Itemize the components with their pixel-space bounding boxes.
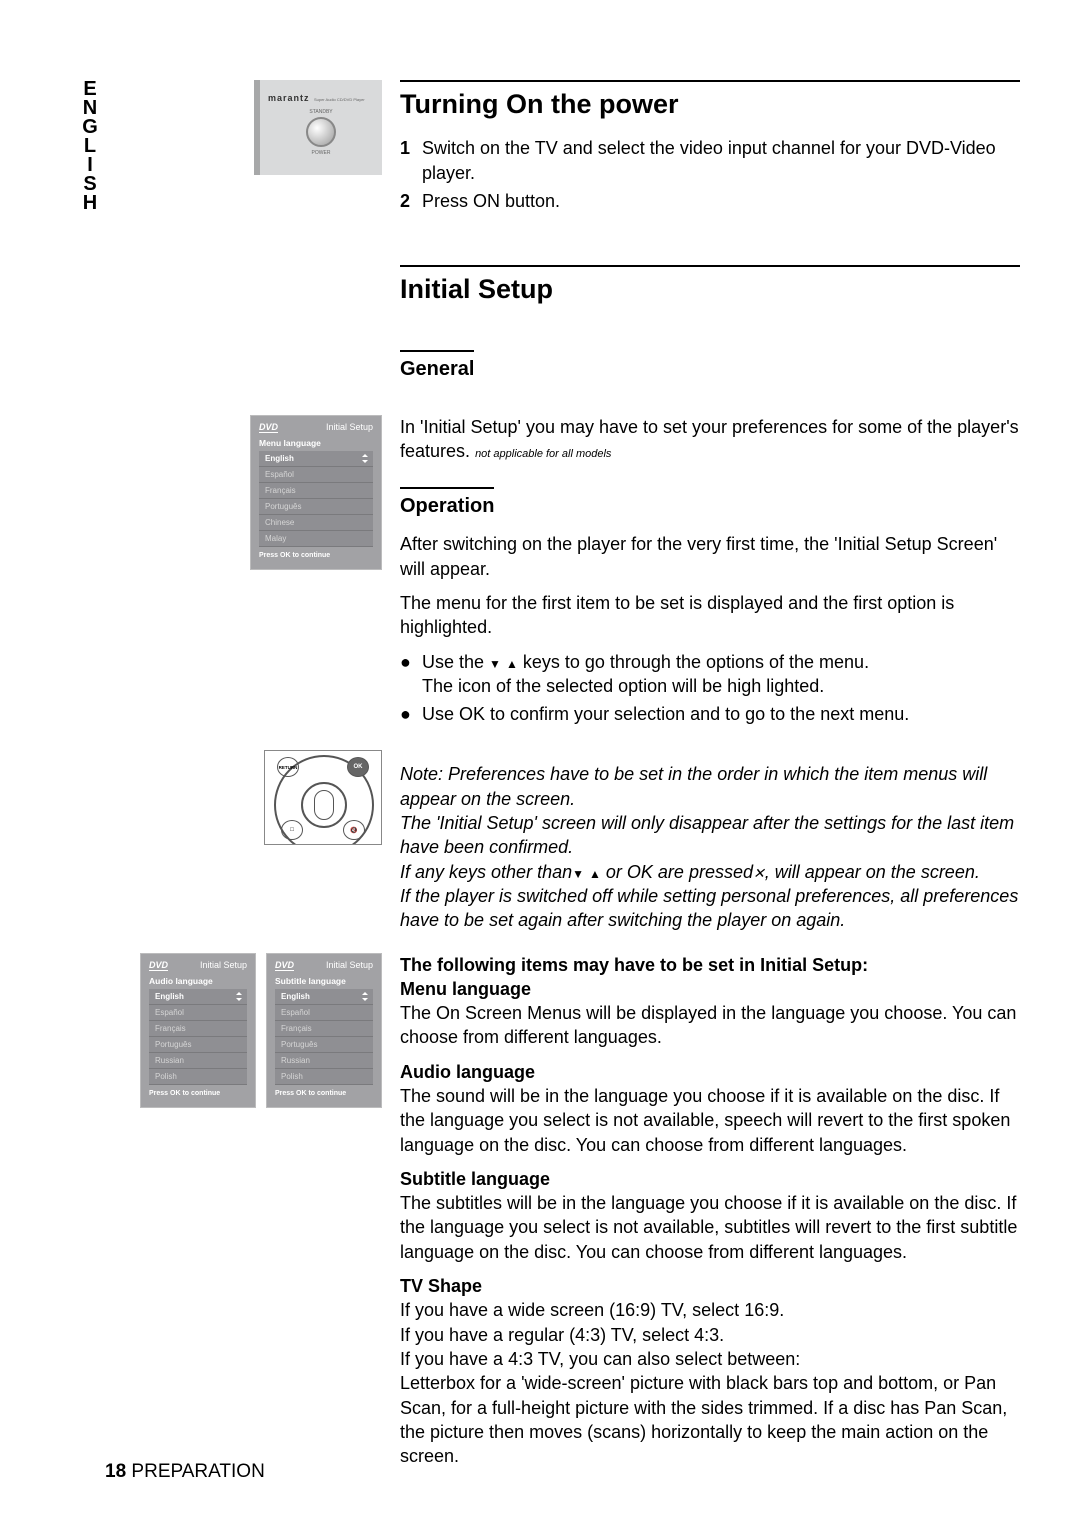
dvd-logo: DVD (259, 422, 278, 433)
bullet-icon: ● (400, 702, 422, 726)
item-heading: Subtitle language (400, 1167, 1020, 1191)
osd-item: English (275, 989, 373, 1005)
down-icon (572, 862, 584, 882)
language-tab: ENGLISH (78, 78, 101, 211)
item-heading: Audio language (400, 1060, 1020, 1084)
osd-item: Russian (275, 1053, 373, 1069)
osd-item: Français (149, 1021, 247, 1037)
dvd-logo: DVD (275, 960, 294, 971)
item-text: The On Screen Menus will be displayed in… (400, 1001, 1020, 1050)
tvshape-line: If you have a wide screen (16:9) TV, sel… (400, 1298, 1020, 1322)
remote-dpad: RETURN OK □ 🔇 (264, 750, 382, 845)
power-button-graphic (306, 117, 336, 147)
x-icon (753, 862, 765, 882)
osd-heading: Audio language (141, 973, 255, 989)
osd-heading: Subtitle language (267, 973, 381, 989)
osd-item: Español (259, 467, 373, 483)
item-heading: Menu language (400, 977, 1020, 1001)
osd-item: Polish (275, 1069, 373, 1085)
note-line: Note: Preferences have to be set in the … (400, 762, 1020, 811)
osd-item: Chinese (259, 515, 373, 531)
tvshape-line: If you have a regular (4:3) TV, select 4… (400, 1323, 1020, 1347)
osd-item: Português (149, 1037, 247, 1053)
step-text: Switch on the TV and select the video in… (422, 136, 1020, 185)
osd-heading: Menu language (251, 435, 381, 451)
down-icon (489, 652, 501, 672)
osd-footer: Press OK to continue (141, 1085, 255, 1105)
osd-footer: Press OK to continue (251, 547, 381, 567)
note-line: If any keys other than or OK are pressed… (400, 860, 1020, 884)
tvshape-line: Letterbox for a 'wide-screen' picture wi… (400, 1371, 1020, 1468)
bullet-icon: ● (400, 650, 422, 699)
subheading-general: General (400, 350, 474, 383)
osd-audio-language: DVDInitial Setup Audio language English … (140, 953, 256, 1108)
osd-item: Português (259, 499, 373, 515)
osd-title: Initial Setup (200, 960, 247, 971)
step-text: Press ON button. (422, 189, 560, 213)
brand-label: marantz (268, 93, 310, 103)
item-text: The subtitles will be in the language yo… (400, 1191, 1020, 1264)
osd-subtitle-language: DVD Initial Setup Subtitle language Engli… (266, 953, 382, 1108)
items-intro: The following items may have to be set i… (400, 953, 1020, 977)
note-line: If the player is switched off while sett… (400, 884, 1020, 933)
osd-menu-language: DVD Initial Setup Menu language English E… (250, 415, 382, 570)
osd-item: Español (149, 1005, 247, 1021)
power-steps: 1Switch on the TV and select the video i… (400, 136, 1020, 213)
note-line: The 'Initial Setup' screen will only dis… (400, 811, 1020, 860)
section-title-setup: Initial Setup (400, 265, 1020, 307)
osd-item: Polish (149, 1069, 247, 1085)
osd-item: Português (275, 1037, 373, 1053)
up-icon (506, 652, 518, 672)
power-label: POWER (268, 150, 374, 156)
osd-item: English (259, 451, 373, 467)
item-text: The sound will be in the language you ch… (400, 1084, 1020, 1157)
general-smallnote: not applicable for all models (475, 448, 611, 460)
osd-title: Initial Setup (326, 422, 373, 433)
osd-footer: Press OK to continue (267, 1085, 381, 1105)
osd-title: Initial Setup (326, 960, 373, 971)
notes-block: Note: Preferences have to be set in the … (400, 762, 1020, 932)
footer-label: PREPARATION (131, 1461, 264, 1482)
osd-item: Français (275, 1021, 373, 1037)
operation-p1: After switching on the player for the ve… (400, 532, 1020, 581)
up-icon (589, 862, 601, 882)
standby-label: STANDBY (268, 109, 374, 115)
osd-item: Español (275, 1005, 373, 1021)
tvshape-line: If you have a 4:3 TV, you can also selec… (400, 1347, 1020, 1371)
osd-item: Français (259, 483, 373, 499)
operation-p2: The menu for the first item to be set is… (400, 591, 1020, 640)
osd-item: Russian (149, 1053, 247, 1069)
brand-sub: Super Audio CD/DVD Player (314, 97, 365, 102)
ok-button-graphic: OK (347, 757, 369, 777)
page-footer: 18 PREPARATION (105, 1461, 265, 1483)
section-title-power: Turning On the power (400, 80, 1020, 122)
item-heading: TV Shape (400, 1274, 1020, 1298)
bullet-text: Use the keys to go through the options o… (422, 650, 869, 699)
step-num: 2 (400, 189, 422, 213)
osd-item: Malay (259, 531, 373, 547)
device-panel: marantz Super Audio CD/DVD Player STANDB… (254, 80, 382, 175)
step-num: 1 (400, 136, 422, 185)
osd-item: English (149, 989, 247, 1005)
bullet-text: Use OK to confirm your selection and to … (422, 702, 909, 726)
dvd-logo: DVD (149, 960, 168, 971)
subheading-operation: Operation (400, 487, 494, 520)
page-number: 18 (105, 1461, 126, 1482)
